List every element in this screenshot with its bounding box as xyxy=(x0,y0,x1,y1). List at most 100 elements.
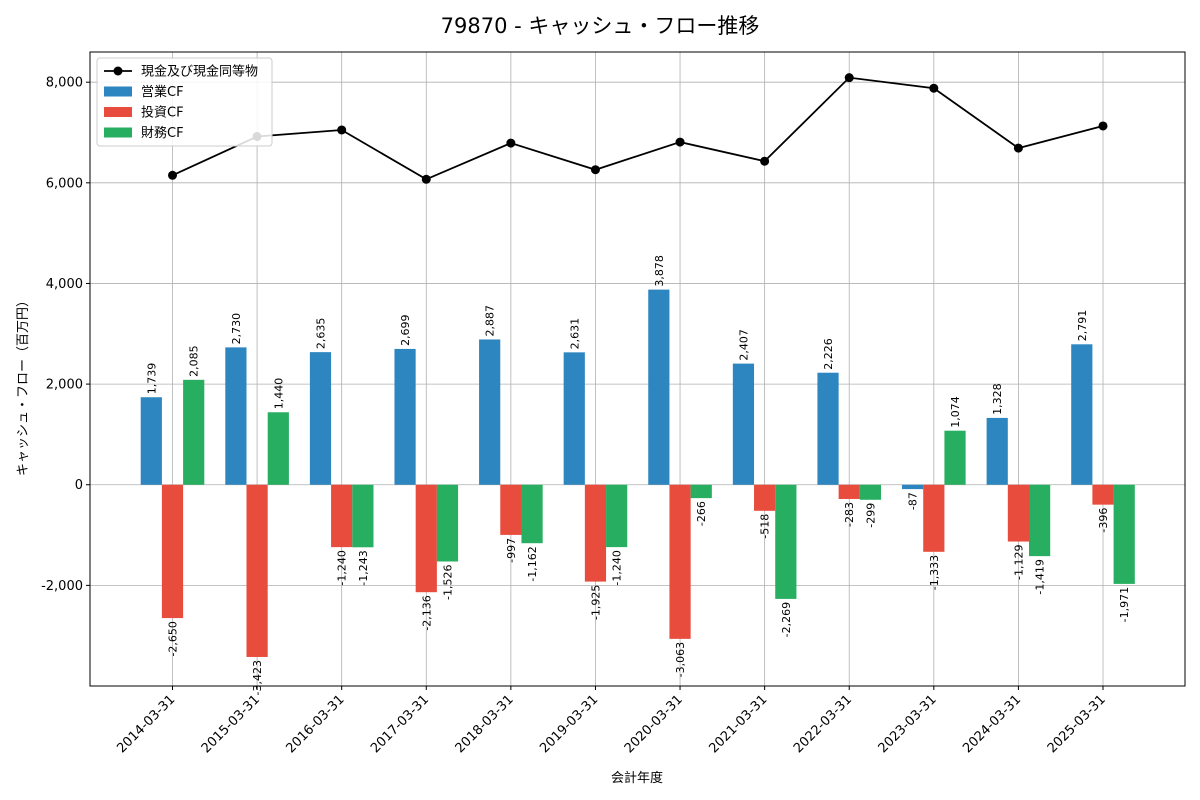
x-tick-label: 2023-03-31 xyxy=(876,692,940,756)
bar xyxy=(246,484,268,657)
bar-value-label: -283 xyxy=(843,502,856,527)
bar xyxy=(838,484,860,499)
bar-value-label: -1,240 xyxy=(611,550,624,585)
bar-value-label: 1,739 xyxy=(145,363,158,395)
bar xyxy=(648,289,670,485)
y-tick-label: 0 xyxy=(75,478,83,493)
bar xyxy=(352,484,374,548)
bar-value-label: 1,074 xyxy=(949,396,962,428)
bar xyxy=(415,484,437,593)
legend-line-dot xyxy=(113,66,123,76)
legend-bar-swatch xyxy=(104,127,132,138)
bar-value-label: 3,878 xyxy=(653,255,666,287)
cash-line-point xyxy=(675,137,685,147)
bar xyxy=(923,484,945,552)
bar xyxy=(690,484,712,499)
cash-line xyxy=(168,73,1108,184)
bar-value-label: -299 xyxy=(864,503,877,528)
x-tick-label: 2025-03-31 xyxy=(1045,692,1109,756)
x-tick-label: 2020-03-31 xyxy=(622,692,686,756)
y-axis-title: キャッシュ・フロー（百万円） xyxy=(16,294,31,476)
cash-line-point xyxy=(168,170,177,180)
x-tick-label: 2015-03-31 xyxy=(199,692,263,756)
bar xyxy=(267,412,289,485)
bar-value-label: -2,650 xyxy=(167,621,180,656)
bar xyxy=(225,347,247,485)
bar-value-label: -1,243 xyxy=(357,550,370,585)
legend-label: 現金及び現金同等物 xyxy=(141,64,258,80)
bar-value-label: -1,971 xyxy=(1118,587,1131,622)
bar-value-label: 2,791 xyxy=(1076,310,1089,342)
cash-line-point xyxy=(844,73,854,83)
bar-value-label: 2,699 xyxy=(399,314,412,346)
cash-line-path xyxy=(172,76,1104,181)
bar xyxy=(436,484,459,562)
bar-value-label: 1,440 xyxy=(272,378,285,410)
bar-value-label: -87 xyxy=(907,492,920,510)
cash-line-point xyxy=(337,125,347,135)
x-tick-label: 2017-03-31 xyxy=(368,692,432,756)
legend-label: 投資CF xyxy=(141,105,184,121)
bar xyxy=(986,417,1008,485)
bar-value-label: -997 xyxy=(505,538,518,563)
bar xyxy=(817,372,839,485)
bar-value-label: -3,423 xyxy=(251,660,264,695)
bar xyxy=(669,484,691,639)
plot-frame xyxy=(89,51,1186,687)
y-tick-label: 6,000 xyxy=(46,176,83,191)
bar-value-label: 2,226 xyxy=(822,338,835,370)
bar xyxy=(775,484,797,599)
bar-value-label: -3,063 xyxy=(674,642,687,677)
bar xyxy=(584,484,607,582)
bar xyxy=(500,484,522,535)
bar-value-label: -1,162 xyxy=(526,546,539,581)
bar xyxy=(1071,344,1093,485)
cash-line-point xyxy=(590,165,600,175)
bar-value-label: -1,419 xyxy=(1034,559,1047,594)
legend-label: 営業CF xyxy=(141,84,184,100)
bar-value-label: -1,526 xyxy=(441,565,454,600)
bar xyxy=(331,484,353,548)
bar-value-label: -1,240 xyxy=(336,550,349,585)
bar xyxy=(309,352,332,485)
bar xyxy=(563,352,585,485)
bar xyxy=(394,348,416,485)
bar xyxy=(161,484,184,619)
bar xyxy=(1007,484,1030,542)
bar-value-label: -2,269 xyxy=(780,602,793,637)
bar xyxy=(732,363,755,485)
legend-bar-swatch xyxy=(104,107,132,117)
x-tick-label: 2021-03-31 xyxy=(706,692,770,756)
x-tick-label: 2018-03-31 xyxy=(453,692,517,756)
cash-line-point xyxy=(421,174,431,184)
cash-line-point xyxy=(1098,121,1108,131)
x-axis-title: 会計年度 xyxy=(611,770,663,786)
bar xyxy=(859,484,882,500)
x-tick-label: 2014-03-31 xyxy=(114,692,178,756)
legend-bar-swatch xyxy=(104,86,132,97)
chart-title: 79870 - キャッシュ・フロー推移 xyxy=(441,14,760,38)
bar-value-label: 1,328 xyxy=(991,383,1004,415)
bar xyxy=(183,379,205,485)
bar xyxy=(479,339,501,485)
bar-value-label: -2,136 xyxy=(420,595,433,630)
bar-value-label: 2,085 xyxy=(188,345,201,377)
bar-value-label: -396 xyxy=(1097,508,1110,533)
bar-value-label: -266 xyxy=(695,501,708,526)
bar xyxy=(140,397,162,485)
bar-value-label: -1,925 xyxy=(589,585,602,620)
bar xyxy=(521,484,543,544)
y-tick-label: -2,000 xyxy=(41,579,83,594)
bars xyxy=(140,289,1135,657)
bar xyxy=(944,430,966,485)
bar xyxy=(1029,484,1051,557)
y-tick-label: 2,000 xyxy=(46,378,83,393)
data-labels: 1,739 2,730 2,635 2,699 2,887 2,631 3,878 2,407… xyxy=(145,255,1131,695)
cash-line-point xyxy=(1013,143,1023,153)
x-tick-label: 2019-03-31 xyxy=(537,692,601,756)
bar xyxy=(606,484,628,548)
legend-label: 財務CF xyxy=(141,126,184,141)
bar-value-label: 2,887 xyxy=(484,305,497,337)
